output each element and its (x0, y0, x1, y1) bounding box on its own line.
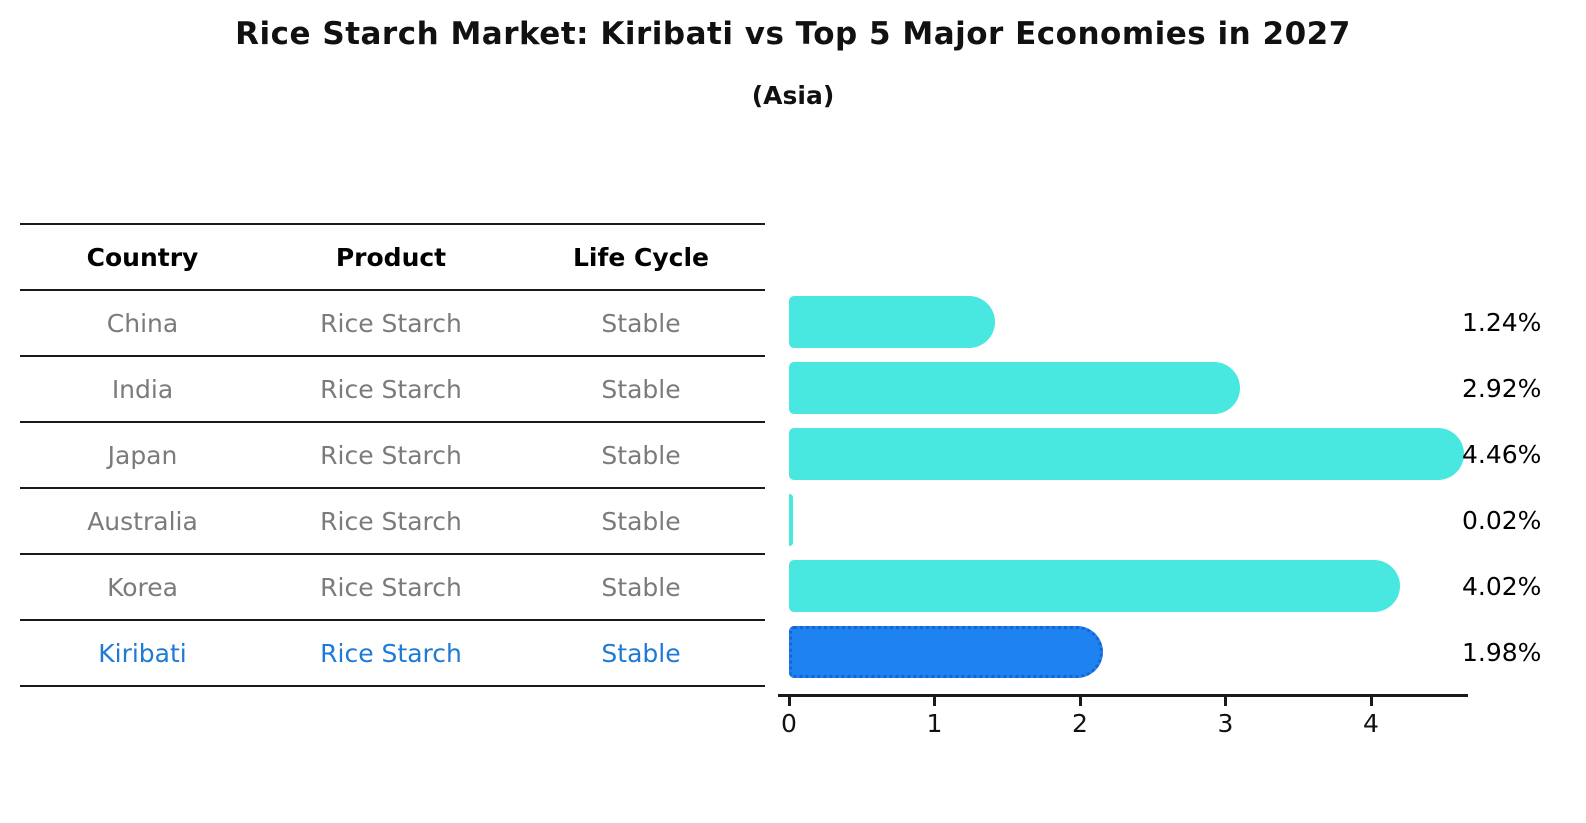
bar-australia (789, 494, 793, 546)
table-row: China Rice Starch Stable (20, 291, 765, 357)
life-cycle-cell: Stable (601, 572, 681, 602)
bar-kiribati (789, 626, 1104, 678)
country-cell: Australia (87, 506, 198, 536)
table-row: India Rice Starch Stable (20, 357, 765, 423)
bar-row (789, 421, 1489, 487)
value-labels: 1.24% 2.92% 4.46% 0.02% 4.02% 1.98% (1462, 289, 1582, 685)
product-cell: Rice Starch (320, 572, 462, 602)
life-cycle-cell: Stable (601, 308, 681, 338)
x-axis (778, 694, 1468, 697)
x-tick-label: 1 (926, 709, 943, 738)
value-label: 1.24% (1462, 307, 1542, 337)
product-cell: Rice Starch (320, 506, 462, 536)
bar-india (789, 362, 1240, 414)
life-cycle-cell: Stable (601, 638, 681, 668)
tick-mark (933, 697, 936, 706)
bar-korea (789, 560, 1400, 612)
tick-mark (787, 697, 791, 706)
page-subtitle: (Asia) (751, 81, 835, 110)
value-label: 4.46% (1462, 439, 1542, 469)
product-cell: Rice Starch (320, 638, 462, 668)
bar-chart (789, 289, 1489, 685)
table-header-row: Country Product Life Cycle (20, 225, 765, 291)
bar-row (789, 289, 1489, 355)
header-country: Country (86, 242, 199, 272)
tick-mark (1078, 697, 1082, 706)
value-label: 0.02% (1462, 505, 1542, 535)
bar-row (789, 487, 1489, 553)
country-cell: China (106, 308, 179, 338)
life-cycle-cell: Stable (601, 374, 681, 404)
value-label: 4.02% (1462, 571, 1542, 601)
bar-china (789, 296, 996, 348)
table-row: Korea Rice Starch Stable (20, 555, 765, 621)
bar-japan (789, 428, 1464, 480)
x-tick-label: 0 (781, 709, 797, 738)
country-cell: Korea (107, 572, 178, 602)
x-tick-label: 2 (1072, 709, 1088, 738)
page-title: Rice Starch Market: Kiribati vs Top 5 Ma… (235, 16, 1351, 52)
bar-row (789, 553, 1489, 619)
country-cell: India (111, 374, 174, 404)
product-cell: Rice Starch (320, 308, 462, 338)
value-label: 1.98% (1462, 637, 1542, 667)
product-cell: Rice Starch (320, 440, 462, 470)
data-table: Country Product Life Cycle China Rice St… (20, 223, 765, 687)
country-cell: Kiribati (98, 638, 187, 668)
x-tick-label: 4 (1363, 709, 1379, 738)
life-cycle-cell: Stable (601, 506, 681, 536)
x-axis-ticks: 0 1 2 3 4 (781, 697, 1389, 747)
bar-row (789, 619, 1489, 685)
table-row: Australia Rice Starch Stable (20, 489, 765, 555)
header-life-cycle: Life Cycle (572, 242, 710, 272)
product-cell: Rice Starch (320, 374, 462, 404)
table-row-kiribati: Kiribati Rice Starch Stable (20, 621, 765, 687)
table-row: Japan Rice Starch Stable (20, 423, 765, 489)
tick-mark (1369, 697, 1373, 706)
bar-row (789, 355, 1489, 421)
header-product: Product (335, 242, 447, 272)
x-tick-label: 3 (1217, 709, 1234, 738)
tick-mark (1224, 697, 1227, 706)
life-cycle-cell: Stable (601, 440, 681, 470)
country-cell: Japan (107, 440, 178, 470)
value-label: 2.92% (1462, 373, 1542, 403)
